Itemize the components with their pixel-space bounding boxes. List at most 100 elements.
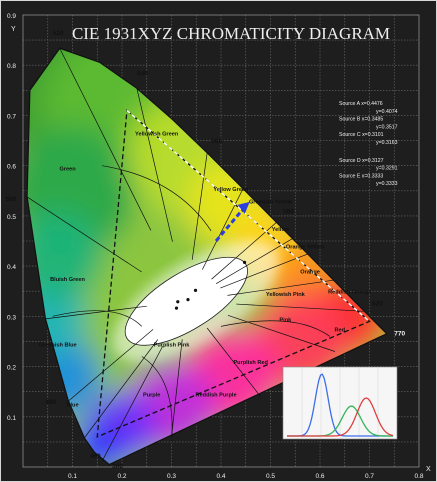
legend-entry: Source B x=0.3485 xyxy=(339,117,383,123)
wavelength-label: 460 xyxy=(90,453,101,460)
region-label: Orange xyxy=(300,270,320,276)
spectral-locus xyxy=(26,47,388,466)
spectral-locus-outline xyxy=(26,47,388,466)
region-label: Blue xyxy=(66,403,78,409)
legend-entry: Source D x=0.3127 xyxy=(339,158,384,164)
region-label: Yellowish Green xyxy=(135,132,179,138)
region-label: Purplish Red xyxy=(233,360,268,366)
region-label: Greenish Yellow xyxy=(249,199,293,205)
region-boundary xyxy=(52,310,143,327)
region-label: Greenish Blue xyxy=(39,342,77,348)
x-tick-label: 0.1 xyxy=(68,473,77,480)
region-label: Yellow Green xyxy=(213,187,249,193)
region-boundary xyxy=(236,303,365,312)
region-boundary xyxy=(227,279,334,296)
x-tick-label: 0.5 xyxy=(266,473,275,480)
wavelength-label: 560 xyxy=(211,138,222,145)
spectral-inset-chart xyxy=(282,366,398,440)
region-label: Purplish Pink xyxy=(154,342,191,348)
white-point-marker xyxy=(193,288,198,292)
region-boundary xyxy=(206,327,261,397)
x-axis-label: X xyxy=(426,466,431,473)
wavelength-label: 580 xyxy=(283,208,294,215)
x-tick-label: 0.2 xyxy=(117,473,126,480)
y-tick-label: 0.5 xyxy=(7,214,16,221)
gamut-triangle xyxy=(96,109,371,438)
region-boundary xyxy=(45,305,147,320)
region-boundary xyxy=(220,320,331,337)
white-point-marker xyxy=(186,298,190,302)
region-label: Orange Yellow xyxy=(286,245,325,251)
region-boundary xyxy=(59,47,152,231)
y-tick-label: 0.2 xyxy=(7,365,16,372)
legend-entry: y=0.4074 xyxy=(376,109,398,115)
white-point-marker xyxy=(176,300,180,304)
region-label: Bluish Green xyxy=(50,277,85,283)
wavelength-label: 480 xyxy=(45,399,56,406)
white-region xyxy=(125,257,248,346)
y-tick-label: 0.7 xyxy=(7,113,16,120)
y-tick-label: 0.4 xyxy=(7,264,16,271)
wavelength-labels: 520 540 560 580 500 620 770 480 460 380 xyxy=(6,30,406,470)
white-points xyxy=(174,260,247,310)
blue-arrow-head xyxy=(237,201,250,214)
region-boundary xyxy=(26,196,142,273)
white-point-marker xyxy=(242,260,247,264)
region-boundary xyxy=(220,253,308,289)
chart-title: CIE 1931XYZ CHROMATICITY DIAGRAM xyxy=(72,24,390,43)
y-tick-label: 0.6 xyxy=(7,164,16,171)
region-boundary xyxy=(84,339,159,439)
white-dashed-line xyxy=(126,109,370,322)
wavelength-label: 540 xyxy=(137,70,148,77)
region-boundary xyxy=(171,339,183,437)
wavelength-label: 620 xyxy=(372,300,383,307)
region-label: Green xyxy=(59,167,76,173)
legend-entry: Source C x=0.3101 xyxy=(339,132,384,138)
region-boundary xyxy=(201,188,244,270)
region-boundaries xyxy=(26,47,365,462)
region-boundary xyxy=(67,329,154,402)
wavelength-label: 380 xyxy=(112,463,123,470)
axis-ticks: 0.1 0.2 0.3 0.4 0.5 0.6 0.7 0.8 0.1 0.2 0.3 0.4 0.5 0… xyxy=(7,13,424,480)
region-boundary xyxy=(102,165,212,232)
wavelength-label: 500 xyxy=(6,196,17,203)
legend-entry: y=0.3333 xyxy=(376,181,398,187)
y-tick-label: 0.3 xyxy=(7,314,16,321)
legend-entry: Source A x=0.4476 xyxy=(339,101,383,107)
y-tick-label: 0.1 xyxy=(7,415,16,422)
x-tick-label: 0.4 xyxy=(216,473,225,480)
x-tick-label: 0.8 xyxy=(414,473,423,480)
x-tick-label: 0.6 xyxy=(315,473,324,480)
x-tick-label: 0.3 xyxy=(167,473,176,480)
source-legend: Source A x=0.4476 y=0.4074 Source B x=0.34… xyxy=(339,101,398,187)
region-label: Red xyxy=(335,327,346,333)
wavelength-label: 770 xyxy=(394,330,405,337)
legend-entry: Source E x=0.3333 xyxy=(339,173,383,179)
plot-frame xyxy=(22,14,420,468)
y-tick-label: 0.8 xyxy=(7,63,16,70)
y-tick-label: 0.9 xyxy=(7,13,16,20)
x-tick-label: 0.7 xyxy=(365,473,374,480)
legend-entry: y=0.3517 xyxy=(376,124,398,130)
region-label: Yellowish Pink xyxy=(266,292,306,298)
region-boundary xyxy=(191,153,208,260)
legend-entry: y=0.3163 xyxy=(376,140,398,146)
legend-entry: y=0.3291 xyxy=(376,166,398,172)
inset-curve xyxy=(287,397,394,437)
y-axis-label: Y xyxy=(11,26,16,33)
region-boundary xyxy=(227,314,335,352)
region-boundary xyxy=(215,238,293,284)
region-label: Purple xyxy=(143,393,160,399)
white-point-marker xyxy=(174,306,179,310)
region-boundary xyxy=(136,88,173,242)
region-label: Reddish Purple xyxy=(196,393,237,399)
region-label: Pink xyxy=(279,317,292,323)
region-label: Reddish Orange xyxy=(328,290,371,296)
region-label: Yellow xyxy=(272,227,290,233)
gamut-outline xyxy=(96,109,371,438)
wavelength-label: 520 xyxy=(53,30,64,37)
